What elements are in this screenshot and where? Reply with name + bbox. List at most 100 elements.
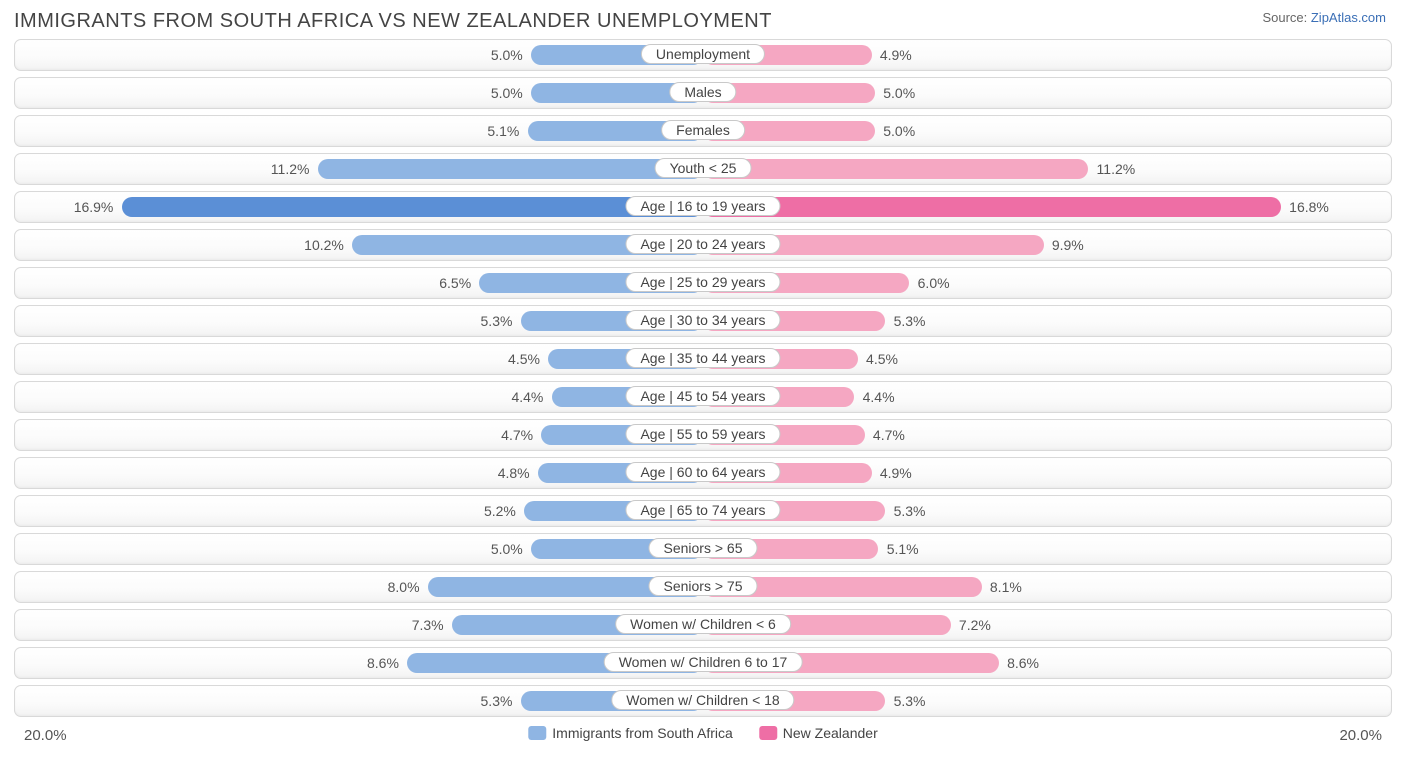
chart-row: 16.9% 16.8% Age | 16 to 19 years	[14, 191, 1392, 223]
legend-label-left: Immigrants from South Africa	[552, 725, 733, 741]
category-label: Age | 60 to 64 years	[625, 462, 780, 482]
value-left: 8.0%	[388, 572, 420, 602]
row-right-half: 5.3%	[703, 496, 1391, 526]
row-left-half: 8.6%	[15, 648, 703, 678]
value-right: 11.2%	[1097, 154, 1136, 184]
value-left: 16.9%	[74, 192, 114, 222]
value-left: 8.6%	[367, 648, 399, 678]
value-left: 5.3%	[481, 306, 513, 336]
chart-row: 5.3%5.3%Age | 30 to 34 years	[14, 305, 1392, 337]
value-left: 5.0%	[491, 40, 523, 70]
value-right: 5.1%	[887, 534, 919, 564]
value-right: 6.0%	[918, 268, 950, 298]
chart-title: IMMIGRANTS FROM SOUTH AFRICA VS NEW ZEAL…	[14, 10, 772, 33]
value-right: 5.0%	[883, 116, 915, 146]
value-left: 4.8%	[498, 458, 530, 488]
chart-row: 4.8% 4.9% Age | 60 to 64 years	[14, 457, 1392, 489]
value-left: 4.5%	[508, 344, 540, 374]
row-left-half: 16.9%	[15, 192, 703, 222]
legend-swatch-left	[528, 726, 546, 740]
category-label: Age | 65 to 74 years	[625, 500, 780, 520]
value-left: 5.2%	[484, 496, 516, 526]
bar-left	[318, 159, 703, 179]
row-left-half: 8.0%	[15, 572, 703, 602]
category-label: Age | 16 to 19 years	[625, 196, 780, 216]
value-right: 8.1%	[990, 572, 1022, 602]
row-right-half: 5.3%	[703, 306, 1391, 336]
row-right-half: 7.2%	[703, 610, 1391, 640]
category-label: Youth < 25	[655, 158, 752, 178]
row-left-half: 5.0%	[15, 534, 703, 564]
row-right-half: 4.7%	[703, 420, 1391, 450]
value-left: 11.2%	[271, 154, 310, 184]
chart-row: 6.5% 6.0% Age | 25 to 29 years	[14, 267, 1392, 299]
row-right-half: 5.0%	[703, 78, 1391, 108]
chart-row: 11.2% 11.2% Youth < 25	[14, 153, 1392, 185]
value-right: 7.2%	[959, 610, 991, 640]
axis-max-left: 20.0%	[24, 727, 67, 744]
row-right-half: 4.9%	[703, 40, 1391, 70]
row-right-half: 11.2%	[703, 154, 1391, 184]
value-right: 4.4%	[863, 382, 895, 412]
row-left-half: 10.2%	[15, 230, 703, 260]
category-label: Males	[669, 82, 736, 102]
value-left: 4.7%	[501, 420, 533, 450]
category-label: Women w/ Children < 6	[615, 614, 791, 634]
source-link[interactable]: ZipAtlas.com	[1311, 10, 1386, 25]
category-label: Age | 25 to 29 years	[625, 272, 780, 292]
bar-right	[703, 159, 1088, 179]
row-right-half: 8.6%	[703, 648, 1391, 678]
value-left: 10.2%	[304, 230, 344, 260]
value-left: 6.5%	[439, 268, 471, 298]
category-label: Age | 20 to 24 years	[625, 234, 780, 254]
value-right: 5.3%	[894, 686, 926, 716]
category-label: Seniors > 65	[649, 538, 758, 558]
row-right-half: 5.3%	[703, 686, 1391, 716]
value-right: 5.3%	[894, 496, 926, 526]
row-right-half: 6.0%	[703, 268, 1391, 298]
category-label: Age | 55 to 59 years	[625, 424, 780, 444]
row-left-half: 5.2%	[15, 496, 703, 526]
value-left: 7.3%	[412, 610, 444, 640]
chart-row: 5.2% 5.3% Age | 65 to 74 years	[14, 495, 1392, 527]
row-left-half: 4.4%	[15, 382, 703, 412]
chart-row: 7.3% 7.2% Women w/ Children < 6	[14, 609, 1392, 641]
value-right: 5.3%	[894, 306, 926, 336]
legend-item-left: Immigrants from South Africa	[528, 725, 733, 741]
chart-header: IMMIGRANTS FROM SOUTH AFRICA VS NEW ZEAL…	[0, 0, 1406, 39]
legend-label-right: New Zealander	[783, 725, 878, 741]
value-right: 16.8%	[1289, 192, 1329, 222]
row-right-half: 5.1%	[703, 534, 1391, 564]
axis-max-right: 20.0%	[1339, 727, 1382, 744]
row-left-half: 5.3%	[15, 306, 703, 336]
row-left-half: 5.1%	[15, 116, 703, 146]
chart-row: 5.0%5.0%Males	[14, 77, 1392, 109]
category-label: Females	[661, 120, 745, 140]
row-right-half: 9.9%	[703, 230, 1391, 260]
chart-area: 5.0%4.9%Unemployment5.0%5.0%Males5.1%5.0…	[0, 39, 1406, 759]
value-right: 4.9%	[880, 40, 912, 70]
chart-row: 4.5%4.5%Age | 35 to 44 years	[14, 343, 1392, 375]
bar-left	[122, 197, 703, 217]
chart-row: 8.0%8.1%Seniors > 75	[14, 571, 1392, 603]
category-label: Women w/ Children < 18	[611, 690, 794, 710]
category-label: Women w/ Children 6 to 17	[604, 652, 803, 672]
row-right-half: 16.8%	[703, 192, 1391, 222]
value-right: 8.6%	[1007, 648, 1039, 678]
chart-source: Source: ZipAtlas.com	[1262, 10, 1386, 25]
value-right: 9.9%	[1052, 230, 1084, 260]
row-right-half: 4.9%	[703, 458, 1391, 488]
value-left: 5.0%	[491, 534, 523, 564]
category-label: Unemployment	[641, 44, 765, 64]
value-left: 5.3%	[481, 686, 513, 716]
chart-row: 5.1% 5.0% Females	[14, 115, 1392, 147]
value-right: 4.9%	[880, 458, 912, 488]
legend-swatch-right	[759, 726, 777, 740]
row-right-half: 4.4%	[703, 382, 1391, 412]
value-left: 4.4%	[511, 382, 543, 412]
row-left-half: 5.0%	[15, 40, 703, 70]
chart-footer: 20.0% Immigrants from South Africa New Z…	[14, 723, 1392, 751]
chart-row: 4.4%4.4%Age | 45 to 54 years	[14, 381, 1392, 413]
row-left-half: 5.0%	[15, 78, 703, 108]
row-left-half: 6.5%	[15, 268, 703, 298]
